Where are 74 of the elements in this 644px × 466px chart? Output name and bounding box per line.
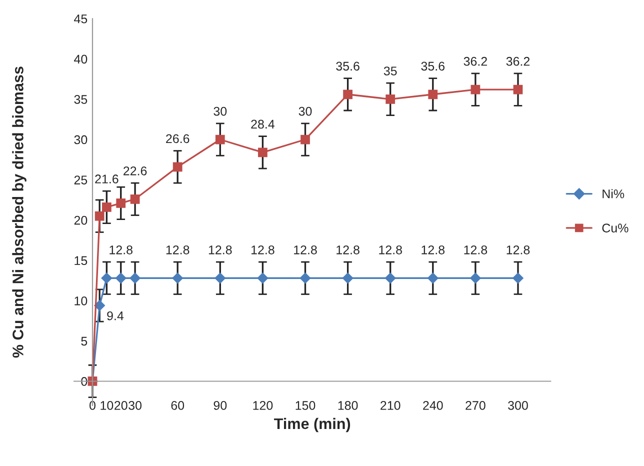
point (512, 272, 524, 284)
x-tick-label: 180 (338, 401, 358, 410)
data-label: 9.4 (107, 311, 124, 320)
point (257, 272, 268, 284)
y-tick-label: 10 (74, 296, 88, 306)
point (300, 272, 311, 284)
data-label: 12.8 (110, 245, 132, 254)
data-label: 28.4 (251, 120, 274, 129)
point (130, 272, 140, 284)
x-axis-title: Time (min) (274, 418, 350, 432)
data-label: 21.6 (95, 174, 118, 184)
data-label: 36.2 (464, 56, 487, 66)
x-tick-label: 150 (296, 401, 316, 410)
legend-label: Ni% (602, 189, 624, 198)
point (470, 84, 480, 94)
y-tick-label: 30 (74, 135, 88, 144)
y-tick-label: 5 (81, 336, 88, 346)
point (427, 272, 438, 284)
y-tick-label: 45 (74, 14, 88, 24)
data-label: 35 (384, 66, 397, 76)
x-tick-label: 120 (253, 401, 273, 410)
point (300, 134, 310, 144)
data-label: 35.6 (336, 62, 360, 71)
data-label: 12.8 (464, 245, 488, 254)
data-label: 12.8 (336, 245, 360, 254)
data-label: 30 (214, 106, 227, 116)
y-tick-label: 15 (74, 256, 88, 266)
x-tick-label: 90 (214, 401, 227, 410)
y-tick-label: 25 (74, 176, 88, 184)
x-tick-label: 210 (380, 401, 400, 410)
point (215, 134, 225, 144)
point (386, 94, 396, 104)
point (513, 84, 523, 94)
point (470, 272, 481, 284)
point (258, 148, 268, 158)
point (116, 198, 126, 208)
x-tick-label: 60 (171, 401, 184, 410)
x-tick-label: 270 (466, 401, 486, 410)
x-tick-label: 10 (100, 401, 114, 410)
data-label: 12.8 (251, 245, 274, 254)
data-label: 22.6 (124, 166, 147, 176)
y-tick-label: 35 (74, 95, 88, 104)
point (94, 211, 104, 221)
x-tick-label: 0 (90, 401, 96, 410)
data-label: 36.2 (506, 56, 530, 66)
point (342, 272, 354, 284)
data-label: 12.8 (506, 245, 530, 254)
point (428, 90, 438, 100)
y-axis-title: % Cu and Ni absorbed by dried biomass (12, 66, 26, 358)
legend-label: Cu% (602, 224, 628, 232)
point (214, 272, 226, 284)
point (172, 162, 182, 172)
data-label: 12.8 (166, 245, 190, 254)
x-tick-label: 240 (423, 401, 443, 410)
data-label: 30 (298, 106, 312, 116)
point (172, 272, 184, 284)
x-tick-label: 20 (114, 401, 128, 410)
point (115, 272, 126, 284)
point (343, 90, 352, 100)
data-label: 35.6 (421, 62, 445, 71)
data-label: 12.8 (379, 245, 402, 254)
y-tick-label: 40 (74, 54, 88, 64)
point (101, 272, 112, 284)
point (384, 272, 396, 284)
data-label: 26.6 (166, 134, 190, 144)
point (130, 194, 140, 204)
data-label: 12.8 (294, 245, 317, 254)
data-label: 12.8 (208, 245, 232, 254)
data-label: 12.8 (422, 245, 445, 254)
x-tick-label: 300 (508, 401, 528, 410)
point (102, 202, 112, 212)
y-tick-label: 20 (74, 216, 88, 225)
x-tick-label: 30 (128, 401, 142, 410)
point (94, 300, 106, 311)
